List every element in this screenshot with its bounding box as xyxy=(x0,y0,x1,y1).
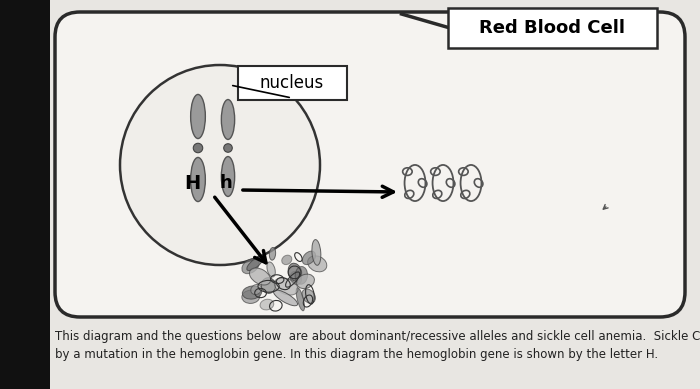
Bar xyxy=(0,0,50,389)
Ellipse shape xyxy=(281,255,292,265)
Ellipse shape xyxy=(307,256,327,272)
Ellipse shape xyxy=(242,259,259,274)
Ellipse shape xyxy=(302,251,316,265)
Ellipse shape xyxy=(249,268,271,285)
Ellipse shape xyxy=(274,278,298,295)
FancyBboxPatch shape xyxy=(238,66,347,100)
Ellipse shape xyxy=(190,158,205,202)
Ellipse shape xyxy=(221,100,234,139)
FancyBboxPatch shape xyxy=(55,12,685,317)
Ellipse shape xyxy=(221,156,234,196)
Ellipse shape xyxy=(312,240,321,265)
Ellipse shape xyxy=(242,286,262,299)
Ellipse shape xyxy=(296,288,304,311)
Ellipse shape xyxy=(242,290,260,303)
Text: Red Blood Cell: Red Blood Cell xyxy=(479,19,625,37)
Bar xyxy=(225,144,231,152)
Ellipse shape xyxy=(251,284,262,294)
FancyBboxPatch shape xyxy=(448,8,657,48)
Ellipse shape xyxy=(288,263,302,281)
Ellipse shape xyxy=(295,266,307,284)
Ellipse shape xyxy=(290,272,302,285)
Ellipse shape xyxy=(247,256,263,270)
Ellipse shape xyxy=(270,247,276,260)
Ellipse shape xyxy=(297,274,314,289)
Ellipse shape xyxy=(120,65,320,265)
Ellipse shape xyxy=(260,299,274,310)
Ellipse shape xyxy=(274,290,298,306)
Text: nucleus: nucleus xyxy=(260,74,324,92)
Text: h: h xyxy=(220,174,232,192)
Ellipse shape xyxy=(267,262,275,277)
Ellipse shape xyxy=(193,143,203,153)
Bar xyxy=(195,144,201,152)
Ellipse shape xyxy=(190,95,205,138)
Ellipse shape xyxy=(224,144,232,152)
Text: This diagram and the questions below  are about dominant/recessive alleles and s: This diagram and the questions below are… xyxy=(55,330,700,343)
Text: by a mutation in the hemoglobin gene. In this diagram the hemoglobin gene is sho: by a mutation in the hemoglobin gene. In… xyxy=(55,348,658,361)
Ellipse shape xyxy=(261,278,276,293)
Ellipse shape xyxy=(302,289,316,303)
Text: H: H xyxy=(184,173,200,193)
